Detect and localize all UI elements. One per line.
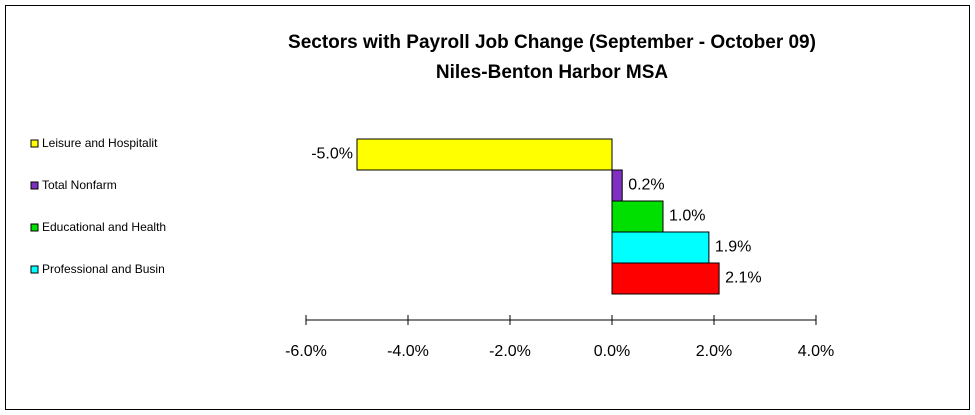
value-label: 0.2% [628,177,664,194]
legend-label: Leisure and Hospitalit [42,136,158,150]
bar [611,262,720,295]
x-tick-label: -6.0% [285,343,327,360]
legend-marker [30,181,39,190]
value-label: 1.9% [715,239,751,256]
x-tick-label: 0.0% [594,343,630,360]
legend-marker [30,223,39,232]
legend-label: Educational and Health [42,220,166,234]
value-label: -5.0% [311,146,353,163]
legend-marker [30,265,39,274]
bar [611,200,664,233]
x-tick-label: -4.0% [387,343,429,360]
x-tick-label: 2.0% [696,343,732,360]
legend-label: Total Nonfarm [42,178,117,192]
legend-label: Professional and Busin [42,262,165,276]
legend-marker [30,139,39,148]
chart-subtitle: Niles-Benton Harbor MSA [436,62,669,83]
chart-frame [5,5,970,410]
value-label: 1.0% [669,208,705,225]
chart-title: Sectors with Payroll Job Change (Septemb… [288,32,816,53]
bar [611,169,623,202]
bar [611,231,710,264]
x-tick-label: -2.0% [489,343,531,360]
x-tick-label: 4.0% [798,343,834,360]
bar [356,138,613,171]
value-label: 2.1% [725,270,761,287]
